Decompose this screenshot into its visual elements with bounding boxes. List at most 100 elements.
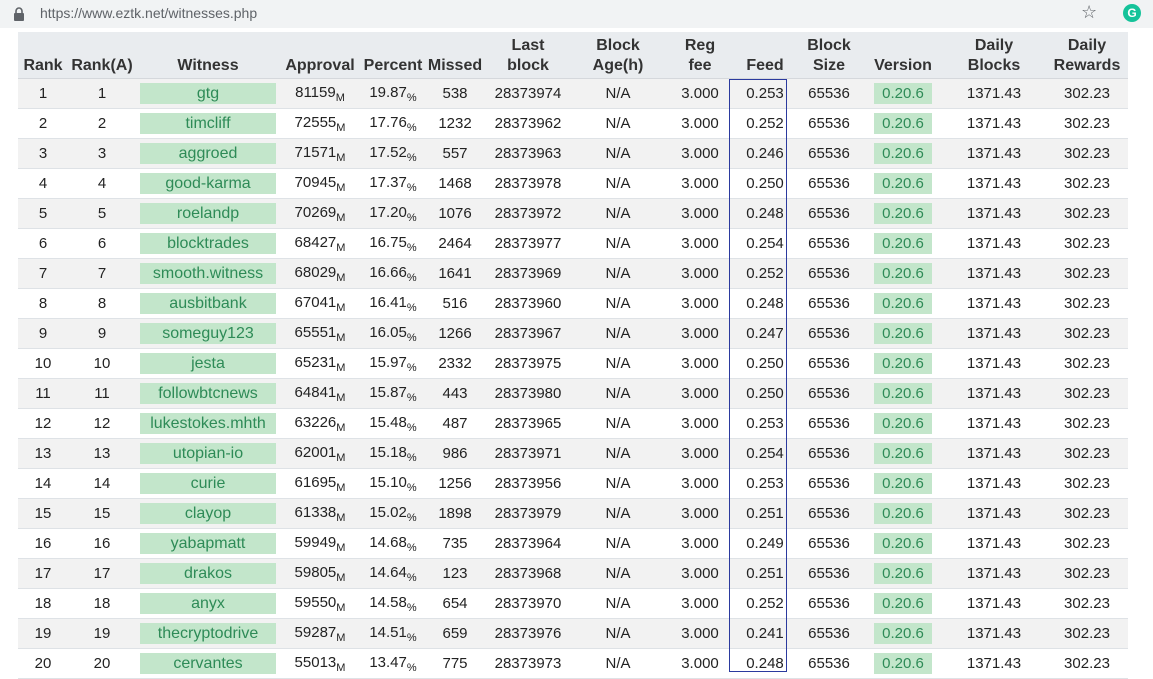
column-header-version[interactable]: Version bbox=[864, 32, 942, 79]
reg-fee-cell: 3.000 bbox=[664, 528, 736, 559]
witness-link[interactable]: drakos bbox=[140, 563, 276, 584]
column-header-last-block[interactable]: Last block bbox=[484, 32, 572, 79]
grammarly-extension-icon[interactable]: G bbox=[1123, 4, 1141, 22]
witness-link[interactable]: yabapmatt bbox=[140, 533, 276, 554]
table-row: 16 16 yabapmatt 59949M 14.68% 735 28373964 N/A 3… bbox=[18, 528, 1128, 559]
column-header-rank-a[interactable]: Rank(A) bbox=[68, 32, 136, 79]
column-header-daily-blocks[interactable]: Daily Blocks bbox=[942, 32, 1046, 79]
witness-cell: someguy123 bbox=[136, 318, 280, 349]
rank-cell: 13 bbox=[18, 438, 68, 469]
missed-cell: 1266 bbox=[426, 318, 484, 349]
witness-cell: roelandp bbox=[136, 198, 280, 229]
percent-cell: 16.66% bbox=[360, 258, 426, 289]
percent-unit: % bbox=[406, 571, 417, 584]
block-size-cell: 65536 bbox=[794, 258, 864, 289]
missed-cell: 1256 bbox=[426, 468, 484, 499]
reg-fee-cell: 3.000 bbox=[664, 618, 736, 649]
percent-cell: 17.76% bbox=[360, 108, 426, 139]
version-cell: 0.20.6 bbox=[864, 438, 942, 469]
approval-cell: 64841M bbox=[280, 378, 360, 409]
reg-fee-cell: 3.000 bbox=[664, 288, 736, 319]
witness-link[interactable]: followbtcnews bbox=[140, 383, 276, 404]
percent-cell: 15.87% bbox=[360, 378, 426, 409]
witness-link[interactable]: utopian-io bbox=[140, 443, 276, 464]
browser-address-bar[interactable]: https://www.eztk.net/witnesses.php ☆ G bbox=[0, 0, 1153, 28]
approval-value: 70269 bbox=[294, 203, 337, 221]
missed-cell: 123 bbox=[426, 558, 484, 589]
approval-cell: 68427M bbox=[280, 228, 360, 259]
witness-cell: cervantes bbox=[136, 648, 280, 679]
daily-rewards-cell: 302.23 bbox=[1046, 318, 1128, 349]
daily-rewards-cell: 302.23 bbox=[1046, 348, 1128, 379]
column-header-percent[interactable]: Percent bbox=[360, 32, 426, 79]
witness-link[interactable]: smooth.witness bbox=[140, 263, 276, 284]
witness-link[interactable]: clayop bbox=[140, 503, 276, 524]
witness-link[interactable]: jesta bbox=[140, 353, 276, 374]
witness-link[interactable]: someguy123 bbox=[140, 323, 276, 344]
percent-value: 14.51 bbox=[369, 623, 407, 641]
witness-link[interactable]: blocktrades bbox=[140, 233, 276, 254]
url-text[interactable]: https://www.eztk.net/witnesses.php bbox=[40, 5, 258, 21]
percent-value: 13.47 bbox=[369, 653, 407, 671]
version-cell: 0.20.6 bbox=[864, 618, 942, 649]
percent-cell: 14.64% bbox=[360, 558, 426, 589]
column-header-witness[interactable]: Witness bbox=[136, 32, 280, 79]
header-label: Age(h) bbox=[592, 57, 644, 74]
witness-link[interactable]: aggroed bbox=[140, 143, 276, 164]
rank-a-cell: 14 bbox=[68, 468, 136, 499]
percent-value: 14.68 bbox=[369, 533, 407, 551]
table-row: 20 20 cervantes 55013M 13.47% 775 28373973 N/A 3… bbox=[18, 648, 1128, 679]
approval-value: 61338 bbox=[294, 503, 337, 521]
column-header-daily-rewards[interactable]: Daily Rewards bbox=[1046, 32, 1128, 79]
column-header-reg-fee[interactable]: Reg fee bbox=[664, 32, 736, 79]
approval-cell: 70945M bbox=[280, 168, 360, 199]
column-header-block-age[interactable]: Block Age(h) bbox=[572, 32, 664, 79]
rank-a-cell: 20 bbox=[68, 648, 136, 679]
column-header-approval[interactable]: Approval bbox=[280, 32, 360, 79]
percent-cell: 15.02% bbox=[360, 498, 426, 529]
column-header-block-size[interactable]: Block Size bbox=[794, 32, 864, 79]
header-label: Last bbox=[511, 37, 545, 54]
approval-unit: M bbox=[336, 331, 346, 344]
daily-blocks-cell: 1371.43 bbox=[942, 258, 1046, 289]
percent-cell: 14.58% bbox=[360, 588, 426, 619]
witness-cell: drakos bbox=[136, 558, 280, 589]
table-row: 15 15 clayop 61338M 15.02% 1898 28373979 N/A 3.0… bbox=[18, 498, 1128, 529]
witness-link[interactable]: anyx bbox=[140, 593, 276, 614]
witness-link[interactable]: thecryptodrive bbox=[140, 623, 276, 644]
rank-cell: 3 bbox=[18, 138, 68, 169]
witness-link[interactable]: gtg bbox=[140, 83, 276, 104]
witness-link[interactable]: cervantes bbox=[140, 653, 276, 674]
daily-rewards-cell: 302.23 bbox=[1046, 168, 1128, 199]
percent-value: 14.58 bbox=[369, 593, 407, 611]
percent-unit: % bbox=[406, 601, 417, 614]
feed-cell: 0.250 bbox=[736, 378, 794, 409]
table-row: 17 17 drakos 59805M 14.64% 123 28373968 N/A 3.00… bbox=[18, 558, 1128, 589]
block-age-cell: N/A bbox=[572, 78, 664, 109]
rank-cell: 17 bbox=[18, 558, 68, 589]
column-header-feed[interactable]: Feed bbox=[736, 32, 794, 79]
witness-link[interactable]: good-karma bbox=[140, 173, 276, 194]
reg-fee-cell: 3.000 bbox=[664, 108, 736, 139]
block-size-cell: 65536 bbox=[794, 168, 864, 199]
percent-value: 16.05 bbox=[369, 323, 407, 341]
witness-link[interactable]: curie bbox=[140, 473, 276, 494]
table-row: 14 14 curie 61695M 15.10% 1256 28373956 N/A 3.00… bbox=[18, 468, 1128, 499]
witness-link[interactable]: timcliff bbox=[140, 113, 276, 134]
witness-link[interactable]: ausbitbank bbox=[140, 293, 276, 314]
table-row: 9 9 someguy123 65551M 16.05% 1266 28373967 N/A 3… bbox=[18, 318, 1128, 349]
rank-a-cell: 17 bbox=[68, 558, 136, 589]
block-age-cell: N/A bbox=[572, 168, 664, 199]
daily-blocks-cell: 1371.43 bbox=[942, 588, 1046, 619]
version-badge: 0.20.6 bbox=[874, 353, 932, 374]
witness-link[interactable]: roelandp bbox=[140, 203, 276, 224]
witness-link[interactable]: lukestokes.mhth bbox=[140, 413, 276, 434]
column-header-rank[interactable]: Rank bbox=[18, 32, 68, 79]
approval-value: 62001 bbox=[294, 443, 337, 461]
approval-unit: M bbox=[336, 541, 346, 554]
block-age-cell: N/A bbox=[572, 528, 664, 559]
missed-cell: 516 bbox=[426, 288, 484, 319]
bookmark-star-icon[interactable]: ☆ bbox=[1081, 2, 1098, 23]
column-header-missed[interactable]: Missed bbox=[426, 32, 484, 79]
rank-cell: 2 bbox=[18, 108, 68, 139]
